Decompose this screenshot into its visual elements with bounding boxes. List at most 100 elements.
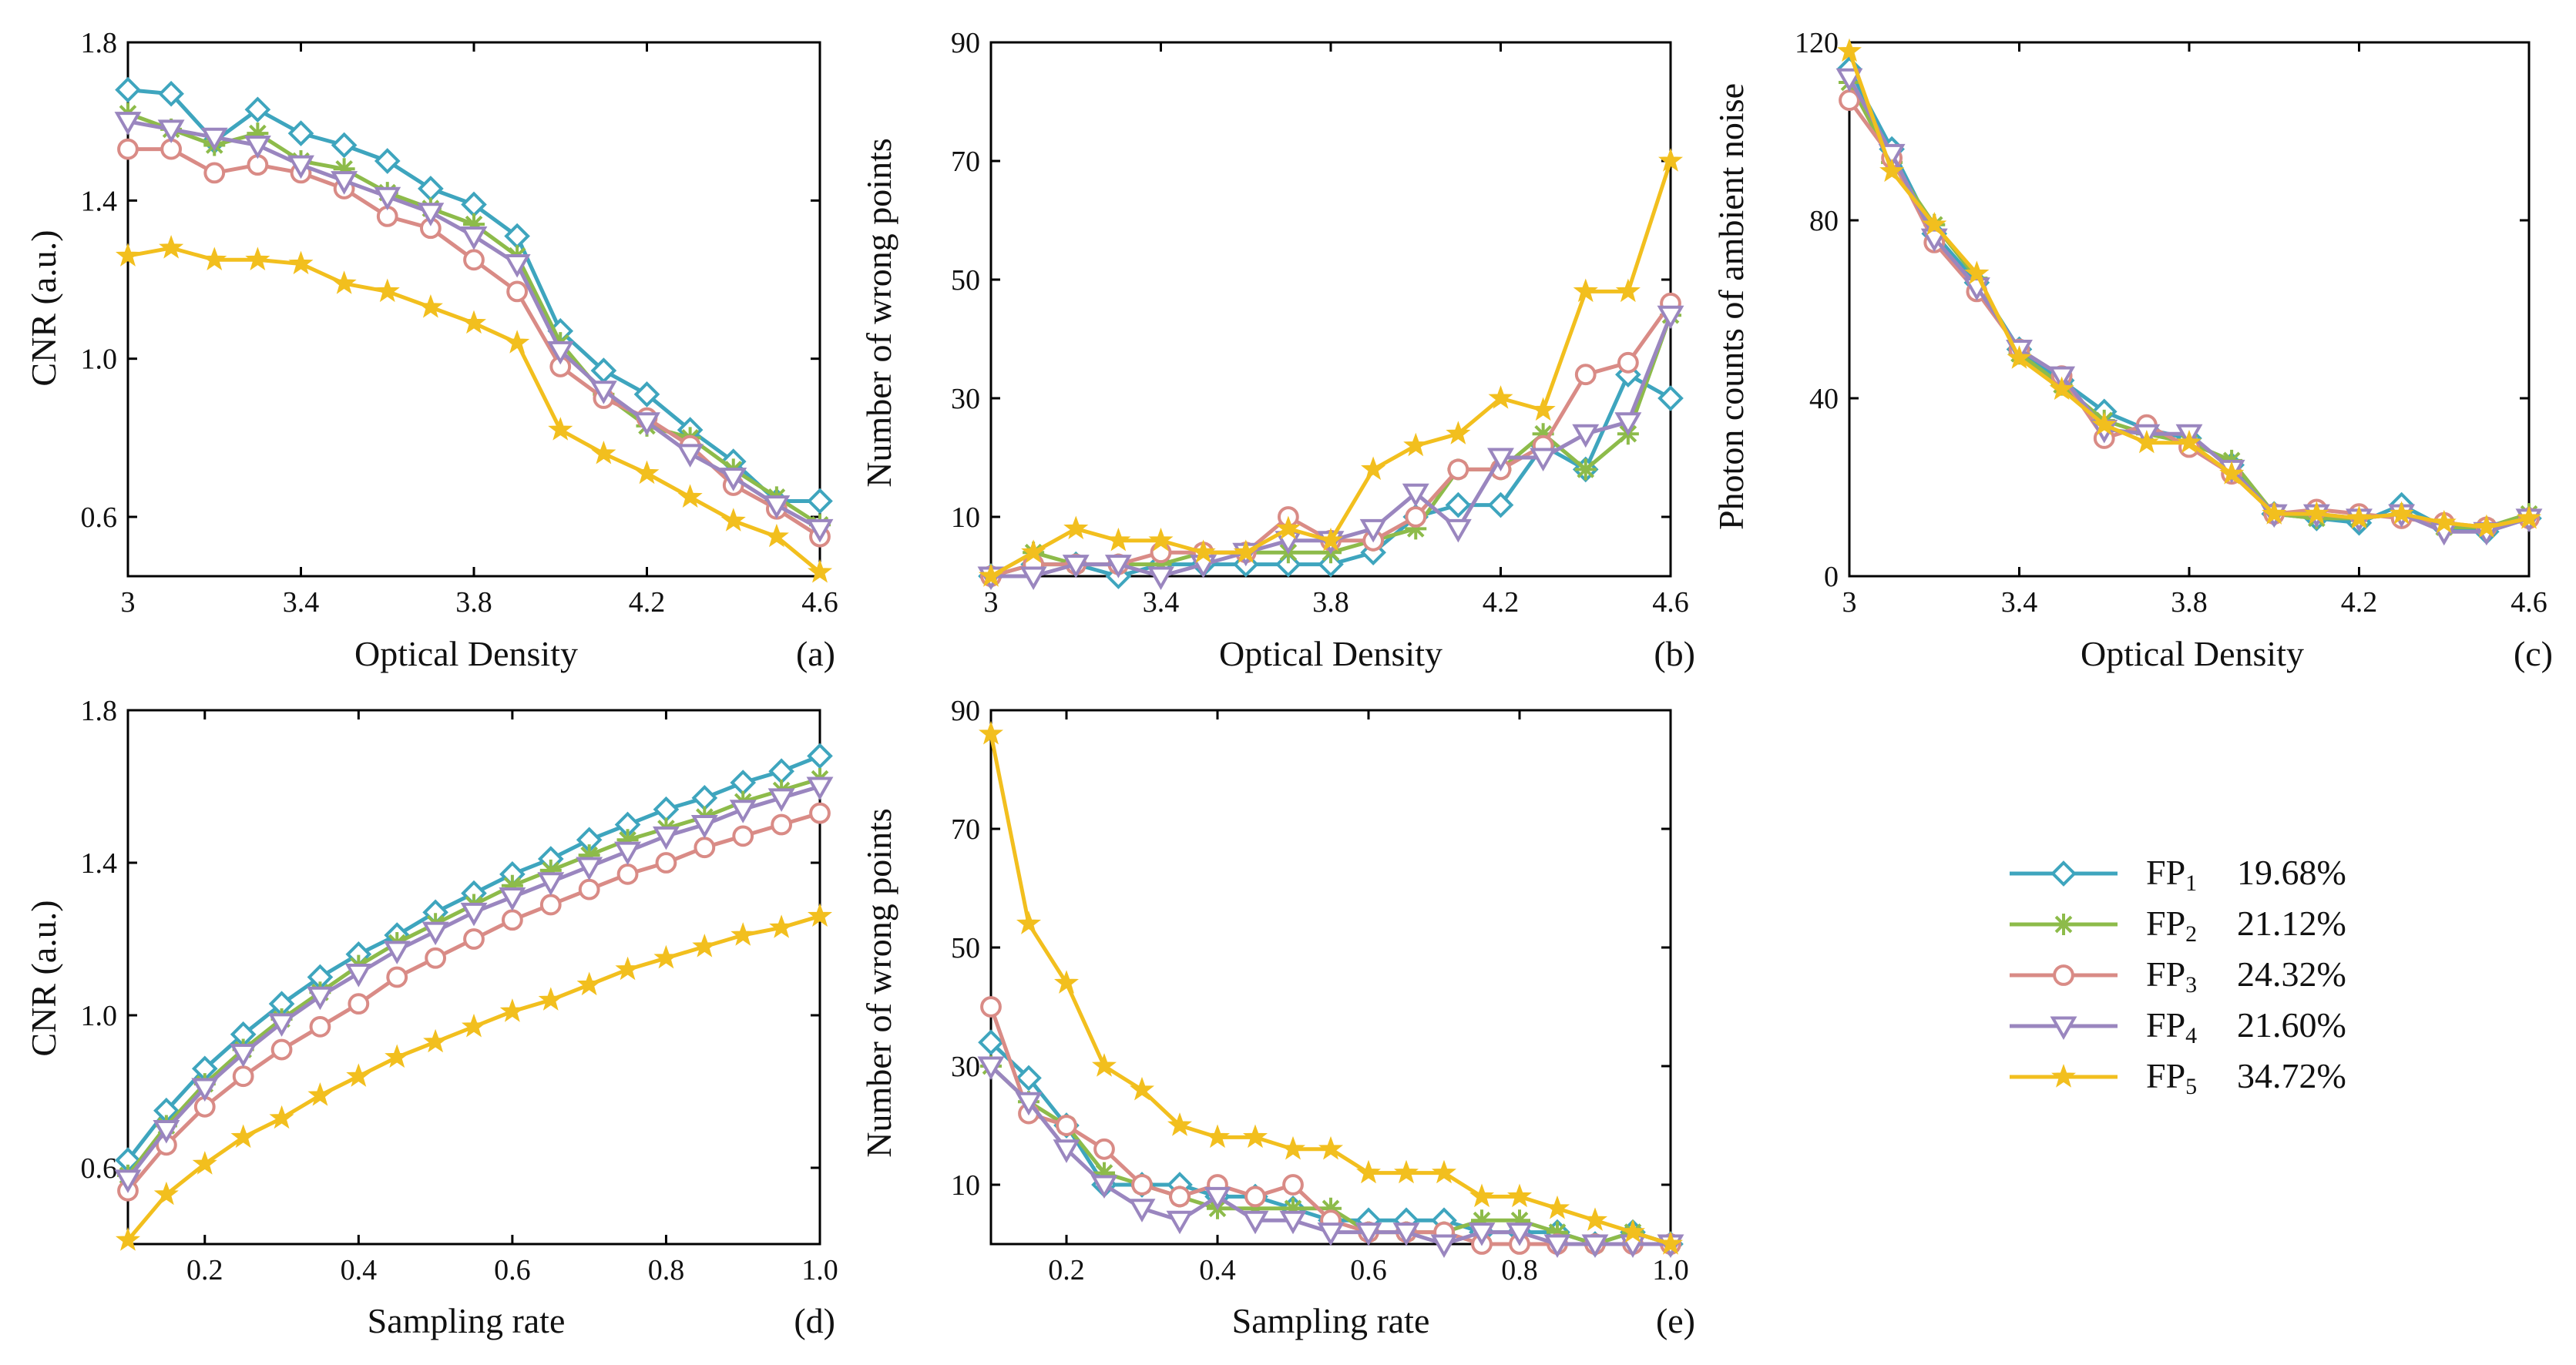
panel-d-point-fp5 [269,1105,294,1129]
panel-d-ytick-label: 1.4 [81,847,118,880]
panel-c-xtick-label: 3.4 [2001,586,2038,619]
legend-swatch-fp2 [2010,914,2118,935]
panel-b-point-fp5 [1530,397,1556,421]
panel-b-label: (b) [1654,634,1695,673]
panel-a-point-fp4 [677,444,704,468]
panel-d-plot: 0.2 0.4 0.6 0.8 1.0 0.6 1.0 1.4 1.8 [81,695,838,1286]
panel-a-point-fp1 [244,96,271,123]
panel-a-point-fp2 [333,158,355,180]
panel-c-point-fp5 [1879,158,1905,183]
panel-a-point-fp2 [247,122,269,145]
panel-a-xtick-label: 4.6 [801,586,838,619]
panel-a-point-fp5 [720,508,746,532]
panel-e-point-fp4 [1128,1199,1156,1222]
panel-a-line-fp1 [127,88,820,503]
panel-e-ytick-label: 30 [951,1051,980,1083]
panel-c-line-fp2 [1847,81,2530,529]
panel-e-point-fp1 [978,1029,1004,1056]
panel-c: 3 3.4 3.8 4.2 4.6 0 40 80 120 Optical Density Ph… [1711,27,2553,673]
panel-d-point-fp3 [539,894,562,916]
panel-c-plot: 3 3.4 3.8 4.2 4.6 0 40 80 120 [1795,27,2547,619]
panel-c-series-fp4 [1835,68,2543,546]
panel-d-point-fp5 [230,1124,256,1149]
panel-b-point-fp3 [1574,364,1597,386]
legend-value-fp4: 21.60% [2237,1005,2346,1045]
panel-c-point-fp5 [2304,501,2329,525]
panel-c-frame [1848,41,2531,578]
panel-d-point-fp2 [616,829,639,851]
panel-c-point-fp5 [2007,345,2032,369]
panel-d-line-fp5 [126,914,821,1242]
panel-c-point-fp5 [2431,509,2457,534]
panel-b-point-fp4 [1019,566,1047,591]
panel-c-line-fp3 [1847,99,2530,529]
panel-a-point-fp5 [634,460,660,485]
panel-d-ytick-label: 1.8 [81,695,118,727]
panel-b-point-fp5 [1021,539,1046,563]
panel-a-point-fp4 [763,495,791,519]
panel-e-point-fp4 [1090,1175,1118,1199]
legend-marker-fp3 [2053,964,2074,986]
panel-b-point-fp5 [1233,539,1258,563]
panel-c-point-fp5 [2134,429,2159,454]
panel-b-point-fp2 [1405,518,1427,540]
panel-b-series-fp5 [978,148,1684,587]
panel-d-point-fp2 [539,859,562,881]
panel-c-point-fp5 [1964,260,1990,284]
panel-d-point-fp5 [423,1028,448,1053]
panel-b-point-fp4 [1359,518,1387,543]
panel-a-point-fp5 [548,417,573,441]
panel-b-point-fp5 [978,563,1004,587]
panel-a-point-fp1 [331,132,358,159]
panel-e-point-fp2 [1244,1197,1266,1219]
legend-swatch-fp5 [2010,1064,2118,1088]
panel-a-point-fp4 [806,518,834,543]
panel-a-point-fp4 [287,155,314,179]
panel-a: 3 3.4 3.8 4.2 4.6 0.6 1.0 1.4 1.8 Optical Densit… [24,27,838,673]
panel-b-point-fp2 [1150,553,1172,575]
panel-e-point-fp3 [1282,1174,1304,1196]
panel-c-series-fp1 [1836,55,2542,545]
panel-e-point-fp4 [1581,1234,1609,1259]
panel-e-point-fp2 [1509,1209,1530,1232]
legend-label-fp5-main: FP [2146,1056,2185,1095]
panel-d-series-fp5 [115,903,833,1251]
legend-label-fp2-sub: 2 [2185,921,2197,947]
panel-b-point-fp4 [1444,518,1472,543]
legend-swatch-fp1 [2010,860,2118,887]
panel-d-point-fp4 [421,921,449,946]
panel-d-point-fp4 [614,841,642,866]
panel-e-point-fp5 [1431,1159,1457,1184]
panel-b-point-fp4 [1487,448,1514,472]
panel-a-point-fp4 [114,112,142,136]
panel-e-point-fp5 [1204,1124,1231,1149]
panel-d-point-fp5 [115,1227,141,1251]
panel-d-point-fp4 [268,1013,296,1037]
panel-b-point-fp5 [1148,527,1174,552]
panel-b-point-fp4 [1104,555,1132,579]
panel-a-series-fp4 [114,112,834,543]
panel-d-point-fp3 [771,813,793,836]
panel-b-xtick-label: 4.6 [1652,586,1689,619]
legend-label-fp1-main: FP [2146,853,2185,892]
panel-a-ytick-label: 0.6 [81,501,118,534]
panel-d-point-fp4 [537,872,565,896]
panel-d-point-fp4 [652,826,680,850]
panel-b-ytick-label: 90 [951,27,980,59]
panel-e-label: (e) [1656,1301,1695,1340]
panel-d-xtick-label: 0.8 [648,1254,685,1286]
legend-swatch-fp3 [2010,964,2118,986]
panel-a-label: (a) [796,634,835,673]
panel-a-point-fp4 [503,253,531,278]
panel-d-point-fp5 [499,998,525,1022]
legend-marker-fp1 [2050,860,2077,887]
panel-e-point-fp5 [1355,1159,1382,1184]
panel-e-point-fp4 [1355,1222,1382,1246]
panel-a-line-fp5 [127,246,821,574]
panel-e-xtick-label: 0.8 [1501,1254,1538,1286]
panel-d-point-fp4 [767,788,795,812]
panel-d-point-fp5 [346,1063,371,1087]
panel-d-point-fp5 [461,1013,487,1038]
panel-d-point-fp5 [615,956,640,981]
